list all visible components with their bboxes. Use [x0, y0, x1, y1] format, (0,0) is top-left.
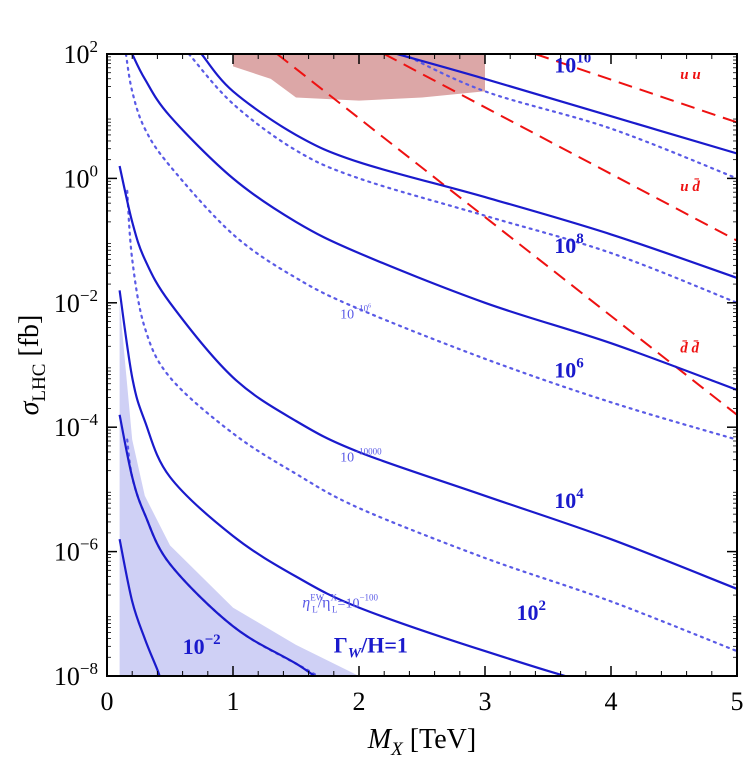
y-tick-label: 100: [64, 161, 99, 193]
plot-frame: [106, 53, 738, 677]
solid-curve-3: [118, 165, 737, 590]
x-axis-title: MX [TeV]: [367, 724, 476, 760]
solid-curve-label-1: 108: [554, 231, 584, 258]
dashed-curve-label-2: d̄ d̄: [680, 341, 699, 357]
dotted-curve-0: [402, 54, 737, 180]
solid-curve-label-4: 102: [517, 598, 547, 625]
dotted-curve-label-1: 10−10000: [340, 447, 382, 466]
solid-curve-4: [118, 290, 569, 676]
excluded-region-red: [233, 54, 485, 101]
plot-background: [107, 54, 737, 676]
y-tick-label: 10−4: [54, 410, 99, 442]
solid-curve-2: [131, 54, 737, 391]
y-tick-label: 10−2: [54, 286, 98, 318]
x-tick-label: 2: [353, 687, 366, 716]
x-tick-label: 5: [731, 687, 744, 716]
dashed-curve-label-0: u u: [680, 67, 700, 83]
dashed-curve-0: [535, 54, 737, 124]
excluded-region-blue: [119, 302, 404, 676]
solid-curve-label-5: 10−2: [183, 632, 221, 659]
x-tick-label: 0: [101, 687, 114, 716]
dashed-curve-2: [276, 54, 737, 416]
y-tick-label: 102: [64, 37, 99, 69]
solid-curve-label-6: ΓW/H=1: [334, 632, 408, 661]
dotted-curve-label-2: ηEW L/ηX L=10−100: [302, 593, 378, 615]
x-tick-label: 3: [479, 687, 492, 716]
solid-curve-1: [200, 54, 737, 279]
axis-ticks: 0 1 2 3 4 5 102 100 10−2 10−4 10−6 10−8: [54, 37, 744, 716]
y-axis-title: σLHC [fb]: [14, 315, 50, 416]
dashed-curve-1: [383, 54, 737, 242]
shaded-regions: [119, 54, 485, 676]
dotted-curve-2: [124, 54, 737, 441]
x-tick-label: 4: [605, 687, 618, 716]
dotted-curve-3: [126, 189, 737, 653]
y-tick-label: 10−6: [54, 535, 98, 567]
dotted-curve-1: [187, 54, 737, 304]
dotted-curve-label-0: 10−106: [340, 303, 371, 322]
dashed-curve-label-1: u d̄: [680, 179, 700, 195]
solid-curve-label-2: 106: [554, 355, 584, 382]
y-tick-label: 10−8: [54, 659, 98, 691]
solid-curve-5: [118, 538, 186, 676]
solid-curve-6: [118, 414, 404, 676]
solid-curves: [118, 54, 737, 676]
dashed-curves: [276, 54, 737, 416]
solid-curve-label-3: 104: [554, 486, 584, 513]
x-tick-label: 1: [227, 687, 240, 716]
solid-curve-0: [396, 54, 737, 155]
